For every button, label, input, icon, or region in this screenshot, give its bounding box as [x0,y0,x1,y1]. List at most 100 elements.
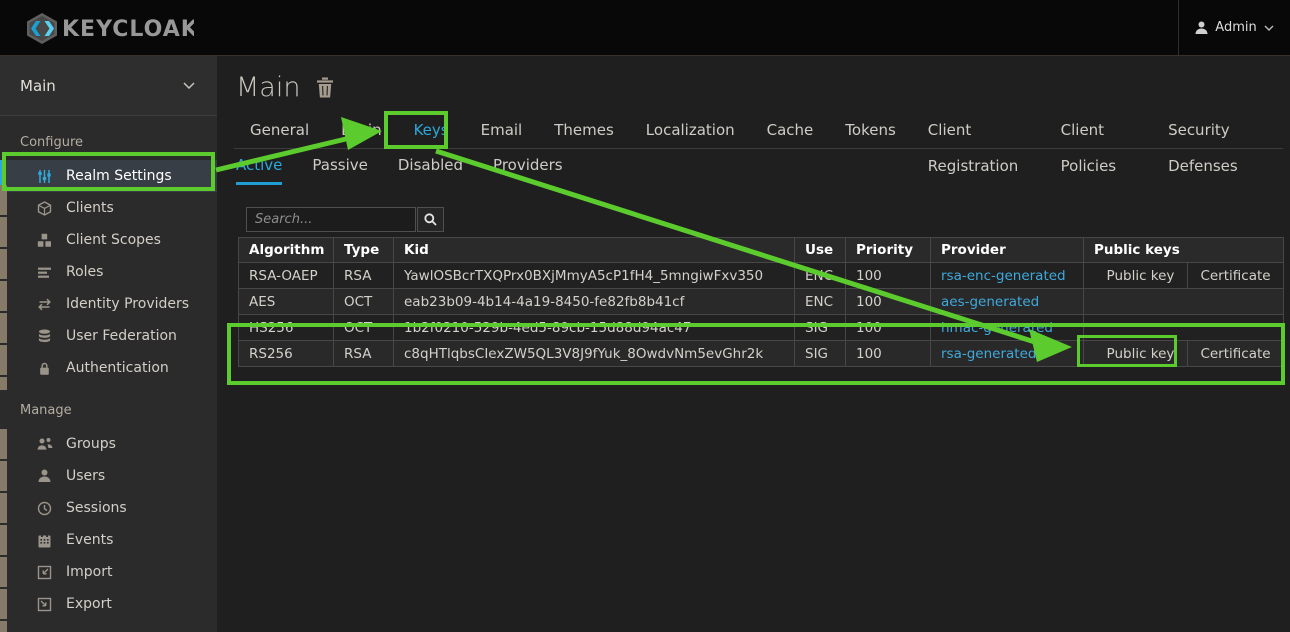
tab-cache[interactable]: Cache [766,121,814,139]
provider-link[interactable]: hmac-generated [941,319,1054,336]
sidebar-section-manage: Manage Groups Users Sessions Events [0,403,217,620]
sidebar-item-label: Authentication [66,360,169,376]
sidebar-item-groups[interactable]: Groups [0,428,217,460]
cell-kid: 1b2f0210-529b-4ed5-89cb-15d88d94ac47 [393,314,795,341]
section-label: Manage [20,403,72,418]
main-content: Main General Login Keys Email Themes Loc… [217,56,1290,632]
provider-link[interactable]: aes-generated [941,293,1040,310]
database-icon [36,329,53,344]
table-row: RSA-OAEP RSA YawlOSBcrTXQPrx0BXjMmyA5cP1… [238,262,1284,289]
sidebar-item-clients[interactable]: Clients [0,192,217,224]
cell-type: RSA [333,340,394,367]
sidebar-item-label: User Federation [66,328,177,344]
brand-text: KEYCLOAK [62,17,194,42]
topbar: KEYCLOAK Admin [0,0,1290,56]
user-icon [36,469,53,483]
cell-kid: YawlOSBcrTXQPrx0BXjMmyA5cP1fH4_5mngiwFxv… [393,262,795,289]
swap-arrows-icon [36,297,53,312]
cell-use: SIG [794,314,846,341]
col-kid: Kid [393,237,795,263]
sidebar-item-identity-providers[interactable]: Identity Providers [0,288,217,320]
tab-themes[interactable]: Themes [554,121,614,139]
col-algorithm: Algorithm [238,237,334,263]
sidebar-item-label: Groups [66,436,116,452]
sidebar-item-user-federation[interactable]: User Federation [0,320,217,352]
sidebar-item-export[interactable]: Export [0,588,217,620]
tab-general[interactable]: General [250,121,310,139]
edge-marker-strip [0,185,7,390]
cell-priority: 100 [845,314,931,341]
cell-algorithm: HS256 [238,314,334,341]
admin-menu[interactable]: Admin [1178,0,1290,55]
col-use: Use [794,237,846,263]
edge-marker-strip [0,429,7,632]
sidebar-item-label: Export [66,596,112,612]
cell-kid: eab23b09-4b14-4a19-8450-fe82fb8b41cf [393,288,795,315]
sidebar-item-sessions[interactable]: Sessions [0,492,217,524]
cell-algorithm: RS256 [238,340,334,367]
certificate-button[interactable]: Certificate [1187,341,1283,366]
clock-icon [36,501,53,516]
subtab-passive[interactable]: Passive [312,156,368,174]
lock-icon [36,361,53,376]
cell-use: ENC [794,262,846,289]
delete-realm-button[interactable] [316,77,334,98]
provider-link[interactable]: rsa-generated [941,345,1037,362]
keycloak-logo-icon: KEYCLOAK [27,13,198,44]
table-row: RS256 RSA c8qHTlqbsCIexZW5QL3V8J9fYuk_8O… [238,340,1284,367]
sidebar-item-events[interactable]: Events [0,524,217,556]
cube-icon [36,200,53,216]
col-provider: Provider [930,237,1084,263]
sidebar-item-label: Roles [66,264,104,280]
sidebar-item-users[interactable]: Users [0,460,217,492]
sidebar-item-label: Client Scopes [66,232,161,248]
realm-selector[interactable]: Main [0,56,217,116]
subtabbar: Active Passive Disabled Providers [236,156,563,185]
tab-security-defenses[interactable]: Security Defenses [1168,121,1238,175]
tab-keys[interactable]: Keys [413,121,449,139]
cell-kid: c8qHTlqbsCIexZW5QL3V8J9fYuk_8OwdvNm5evGh… [393,340,795,367]
tab-login[interactable]: Login [341,121,382,139]
subtab-providers[interactable]: Providers [493,156,563,174]
tab-email[interactable]: Email [480,121,523,139]
sidebar-item-import[interactable]: Import [0,556,217,588]
sliders-icon [36,169,53,184]
sidebar-section-configure: Configure Realm Settings Clients Client … [0,135,217,384]
sidebar-item-label: Realm Settings [66,168,172,184]
keycloak-logo[interactable]: KEYCLOAK [24,10,198,50]
search-input[interactable] [246,207,416,232]
calendar-icon [36,533,53,548]
trash-icon [317,77,334,98]
sidebar-item-client-scopes[interactable]: Client Scopes [0,224,217,256]
page-title: Main [236,72,301,103]
tab-client-policies[interactable]: Client Policies [1060,121,1117,175]
cell-priority: 100 [845,340,931,367]
col-type: Type [333,237,394,263]
cell-priority: 100 [845,262,931,289]
sidebar-item-authentication[interactable]: Authentication [0,352,217,384]
search-button[interactable] [417,207,444,232]
table-row: HS256 OCT 1b2f0210-529b-4ed5-89cb-15d88d… [238,314,1284,341]
sidebar-item-roles[interactable]: Roles [0,256,217,288]
cell-algorithm: AES [238,288,334,315]
tab-tokens[interactable]: Tokens [845,121,896,139]
tab-localization[interactable]: Localization [645,121,735,139]
sidebar-item-realm-settings[interactable]: Realm Settings [0,160,217,192]
table-row: AES OCT eab23b09-4b14-4a19-8450-fe82fb8b… [238,288,1284,315]
provider-link[interactable]: rsa-enc-generated [941,267,1066,284]
import-icon [36,565,53,580]
keys-table: Algorithm Type Kid Use Priority Provider… [238,237,1284,367]
subtab-disabled[interactable]: Disabled [397,156,464,174]
certificate-button[interactable]: Certificate [1187,263,1283,288]
chevron-down-icon [183,82,195,89]
cell-use: ENC [794,288,846,315]
tab-client-registration[interactable]: Client Registration [927,121,1019,175]
admin-label: Admin [1215,20,1257,35]
sidebar-item-label: Identity Providers [66,296,190,312]
cell-type: OCT [333,314,394,341]
sidebar-item-label: Events [66,532,114,548]
subtab-active[interactable]: Active [236,156,283,185]
list-icon [36,265,53,280]
public-key-button[interactable]: Public key [1106,345,1175,362]
public-key-button[interactable]: Public key [1106,267,1175,284]
